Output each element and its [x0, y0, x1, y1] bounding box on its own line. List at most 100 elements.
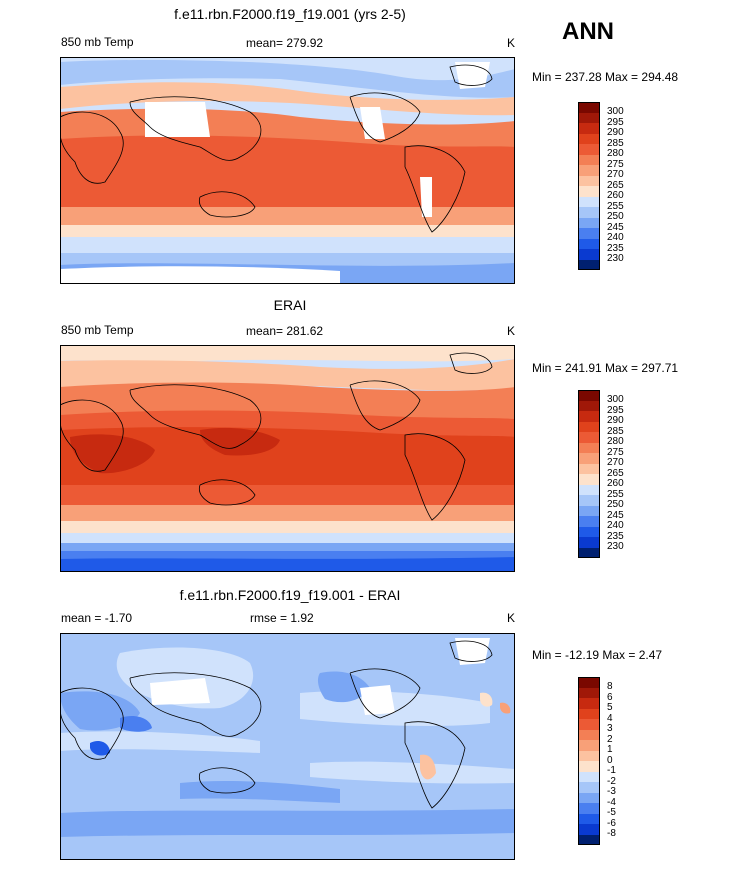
panel-2-colorbar-label: 285: [607, 425, 624, 437]
panel-3-colorbar-bin: 0: [578, 750, 613, 766]
panel-2-colorbar-label: 290: [607, 415, 624, 426]
panel-3-colorbar-label: 6: [607, 691, 613, 703]
panel-3-colorbar-bin: -8: [578, 824, 616, 839]
panel-3-rmse-label: rmse = 1.92: [250, 611, 314, 625]
panel-2-colorbar-bin: 280: [578, 432, 624, 447]
panel-1-colorbar-bin: 280: [578, 144, 624, 159]
panel-1-colorbar-bin: 230: [578, 249, 624, 264]
panel-3-colorbar-label: -8: [607, 828, 616, 839]
panel-1-colorbar-label: 255: [607, 200, 624, 212]
panel-3-colorbar-bin: [578, 834, 600, 845]
panel-2-colorbar-bin: 295: [578, 400, 624, 416]
panel-2-colorbar-label: 240: [607, 520, 624, 531]
panel-2-colorbar-label: 265: [607, 467, 624, 479]
panel-2-colorbar-bin: 250: [578, 495, 624, 510]
panel-2-colorbar-label: 260: [607, 478, 624, 489]
panel-2-colorbar-label: 250: [607, 499, 624, 510]
panel-2-mean-label: mean= 281.62: [246, 324, 324, 338]
panel-1-variable-label: 850 mb Temp: [61, 35, 134, 49]
panel-3-colorbar-label: -5: [607, 807, 616, 818]
panel-3-colorbar-bin: 4: [578, 708, 613, 724]
panel-2-colorbar-bin: [578, 547, 600, 558]
panel-1-minmax-label: Min = 237.28 Max = 294.48: [532, 70, 679, 84]
panel-1-colorbar-bin: 265: [578, 175, 624, 191]
panel-2-units-label: K: [507, 324, 516, 338]
panel-2-colorbar-label: 270: [607, 457, 624, 468]
panel-3-colorbar-label: 1: [607, 744, 613, 755]
panel-1-map: [60, 57, 515, 284]
panel-3-colorbar-bin: 5: [578, 698, 613, 713]
panel-2-colorbar-bin: 285: [578, 421, 624, 437]
panel-1-colorbar-bin: 275: [578, 154, 624, 170]
panel-1-colorbar-label: 265: [607, 179, 624, 191]
panel-1-colorbar-label: 240: [607, 232, 624, 243]
panel-3-minmax-label: Min = -12.19 Max = 2.47: [532, 648, 663, 662]
panel-3-colorbar-label: 2: [607, 733, 613, 745]
panel-2-minmax-label: Min = 241.91 Max = 297.71: [532, 361, 679, 375]
panel-3-colorbar-bin: -4: [578, 792, 616, 808]
panel-2-colorbar: 300 295 290 285 280 275 270 265 260 255 …: [578, 390, 624, 558]
panel-3-map: [60, 633, 515, 860]
panel-2-colorbar-label: 230: [607, 541, 624, 552]
panel-3-mean-label: mean = -1.70: [61, 611, 133, 625]
panel-3-colorbar-bin: -1: [578, 761, 616, 776]
panel-1-mean-label: mean= 279.92: [246, 36, 324, 50]
panel-2-colorbar-bin: 245: [578, 505, 624, 521]
panel-2-colorbar-bin: 240: [578, 516, 624, 531]
panel-3-colorbar-label: 5: [607, 702, 613, 713]
panel-1-colorbar-label: 285: [607, 137, 624, 149]
panel-1-colorbar-bin: 290: [578, 123, 624, 138]
panel-3-colorbar-bin: 3: [578, 719, 613, 734]
panel-1-colorbar-label: 230: [607, 253, 624, 264]
panel-1-colorbar-bin: 240: [578, 228, 624, 243]
panel-1-colorbar-label: 275: [607, 158, 624, 170]
panel-3-colorbar-label: -4: [607, 796, 616, 808]
panel-2-colorbar-bin: 235: [578, 526, 624, 542]
panel-3-colorbar-label: 8: [607, 681, 613, 692]
panel-3-colorbar-bin: -2: [578, 771, 616, 787]
panel-3-colorbar: 8 6 5 4 3 2 1 0 -1 -2 -3 -4 -5 -6 -8: [578, 677, 616, 845]
season-label: ANN: [562, 18, 614, 45]
panel-1-colorbar-label: 295: [607, 116, 624, 128]
panel-2-colorbar-bin: 230: [578, 537, 624, 552]
panel-2-colorbar-bin: 275: [578, 442, 624, 458]
panel-3-colorbar-bin: -3: [578, 782, 616, 797]
panel-2-colorbar-label: 275: [607, 446, 624, 458]
panel-2-colorbar-label: 300: [607, 394, 624, 405]
panel-1-colorbar-label: 250: [607, 211, 624, 222]
panel-1-colorbar-label: 290: [607, 127, 624, 138]
panel-2-map: [60, 345, 515, 572]
panel-1-colorbar-label: 245: [607, 221, 624, 233]
panel-1-colorbar-bin: 245: [578, 217, 624, 233]
panel-1-colorbar-label: 260: [607, 190, 624, 201]
panel-1-colorbar-bin: 255: [578, 196, 624, 212]
panel-3-colorbar-label: 4: [607, 712, 613, 724]
panel-2-colorbar-label: 245: [607, 509, 624, 521]
panel-1-colorbar-label: 270: [607, 169, 624, 180]
panel-1-colorbar-bin: 235: [578, 238, 624, 254]
panel-2-colorbar-bin: 270: [578, 453, 624, 468]
panel-1-title: f.e11.rbn.F2000.f19_f19.001 (yrs 2-5): [174, 6, 406, 22]
panel-1-colorbar-bin: [578, 259, 600, 270]
panel-1-colorbar-label: 280: [607, 148, 624, 159]
panel-1-colorbar-label: 300: [607, 106, 624, 117]
panel-2-colorbar-label: 295: [607, 404, 624, 416]
panel-3-colorbar-bin: 2: [578, 729, 613, 745]
panel-1-units-label: K: [507, 36, 516, 50]
panel-2-colorbar-bin: 260: [578, 474, 624, 489]
panel-3-colorbar-label: -6: [607, 817, 616, 829]
panel-3-colorbar-label: 3: [607, 723, 613, 734]
panel-2-colorbar-label: 235: [607, 530, 624, 542]
panel-1-colorbar-label: 235: [607, 242, 624, 254]
panel-3-title: f.e11.rbn.F2000.f19_f19.001 - ERAI: [179, 587, 401, 603]
panel-3-colorbar-bin: -5: [578, 803, 616, 818]
panel-1-colorbar-bin: 250: [578, 207, 624, 222]
panel-1-colorbar-bin: 260: [578, 186, 624, 201]
panel-3-colorbar-label: -2: [607, 775, 616, 787]
panel-1-colorbar-bin: 270: [578, 165, 624, 180]
panel-2-colorbar-bin: 290: [578, 411, 624, 426]
panel-1-colorbar-bin: 295: [578, 112, 624, 128]
panel-3-colorbar-label: 0: [607, 754, 613, 766]
panel-2-variable-label: 850 mb Temp: [61, 323, 134, 337]
panel-2-title: ERAI: [273, 297, 307, 313]
